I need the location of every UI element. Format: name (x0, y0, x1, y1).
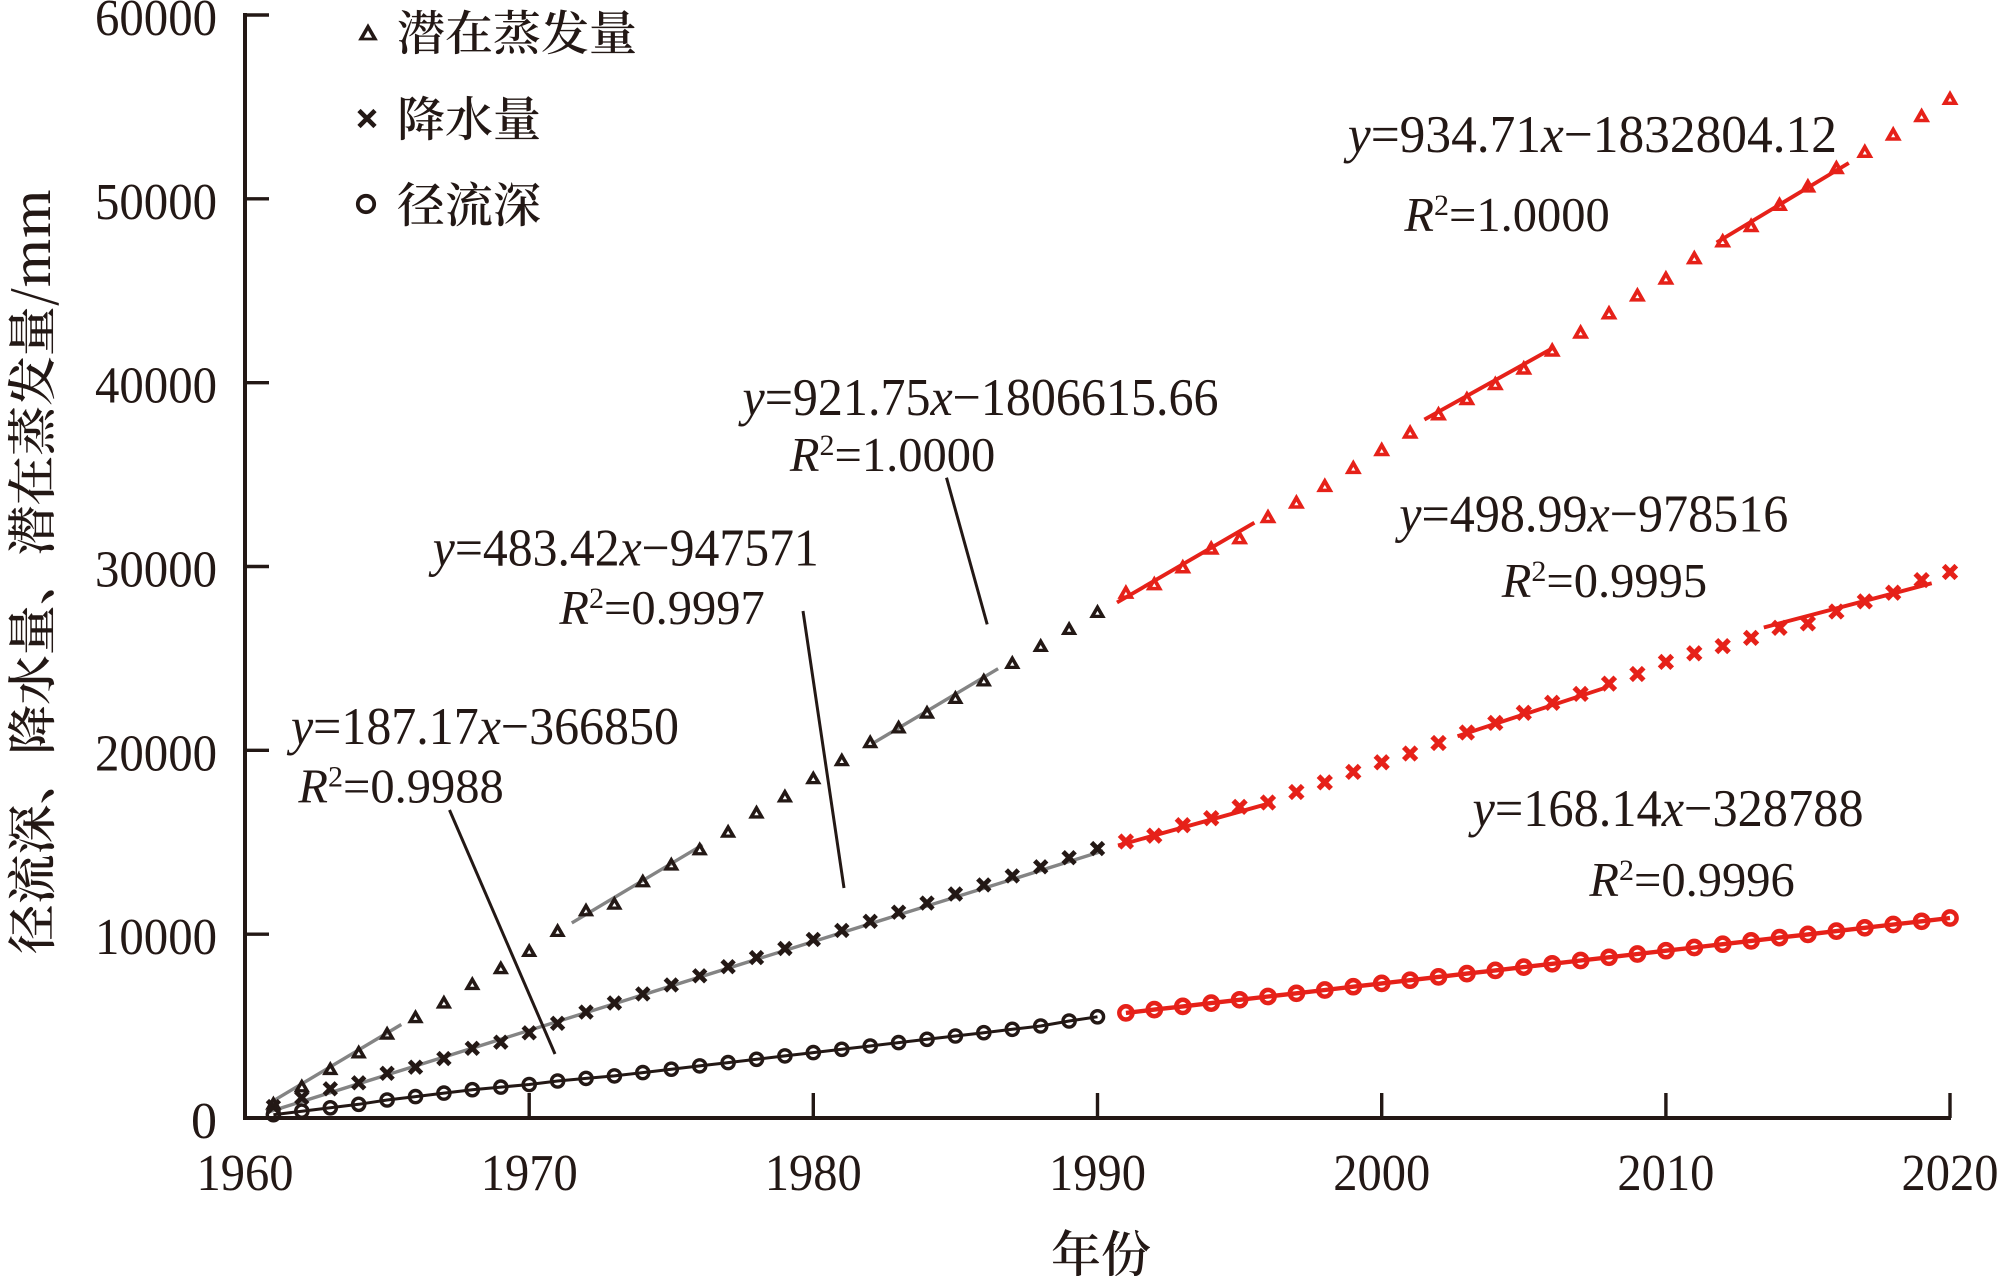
svg-text:1970: 1970 (481, 1145, 578, 1202)
svg-text:60000: 60000 (95, 0, 217, 47)
svg-text:y=187.17x−366850: y=187.17x−366850 (286, 698, 679, 756)
svg-text:1990: 1990 (1049, 1145, 1146, 1202)
svg-text:0: 0 (191, 1093, 217, 1150)
svg-text:y=498.99x−978516: y=498.99x−978516 (1395, 486, 1789, 544)
svg-text:y=168.14x−328788: y=168.14x−328788 (1468, 780, 1864, 838)
svg-text:R2=1.0000: R2=1.0000 (1403, 189, 1609, 242)
svg-text:10000: 10000 (95, 909, 217, 966)
svg-text:y=921.75x−1806615.66: y=921.75x−1806615.66 (738, 369, 1219, 427)
svg-text:30000: 30000 (95, 542, 217, 599)
svg-text:40000: 40000 (95, 358, 217, 415)
svg-text:20000: 20000 (95, 725, 217, 782)
svg-text:2020: 2020 (1902, 1145, 1999, 1202)
svg-text:1960: 1960 (197, 1145, 294, 1202)
svg-text:y=934.71x−1832804.12: y=934.71x−1832804.12 (1343, 106, 1837, 164)
svg-text:2010: 2010 (1617, 1145, 1714, 1202)
svg-text:1980: 1980 (765, 1145, 862, 1202)
svg-text:2000: 2000 (1333, 1145, 1430, 1202)
svg-text:y=483.42x−947571: y=483.42x−947571 (428, 520, 819, 578)
svg-text:50000: 50000 (95, 174, 217, 231)
